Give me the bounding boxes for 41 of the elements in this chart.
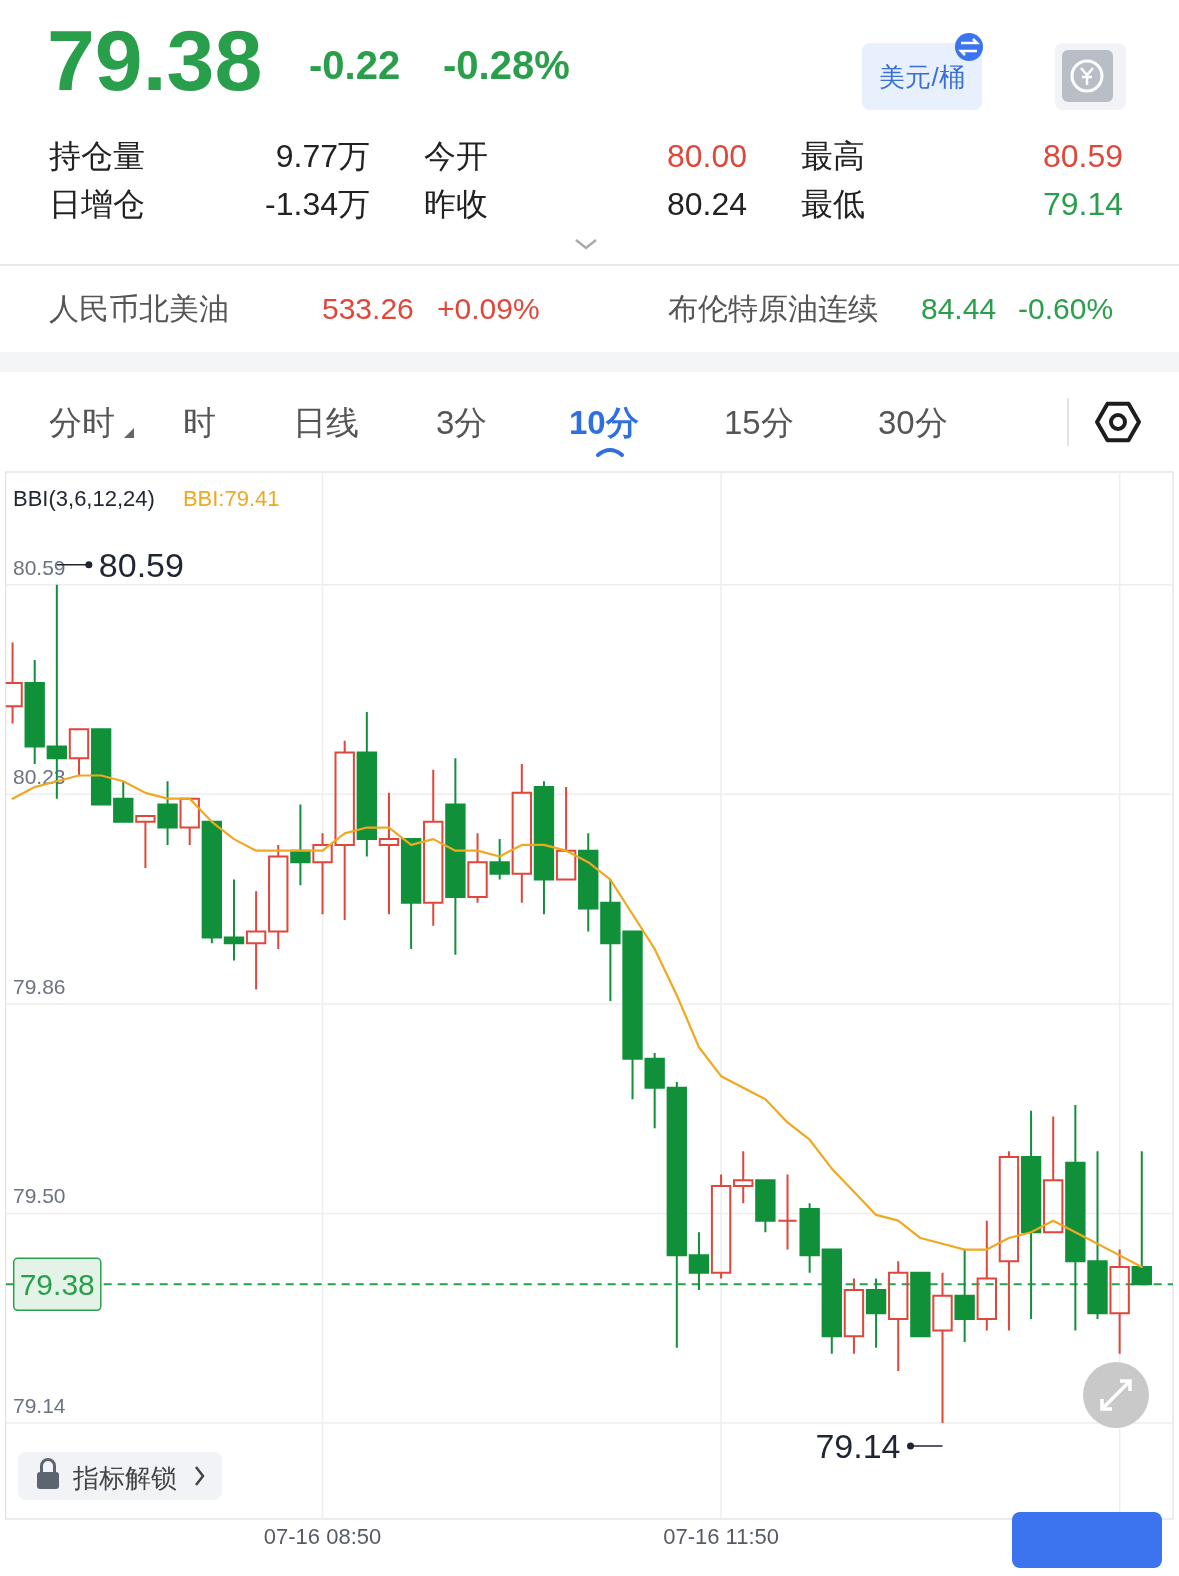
text: 533.26 [322,292,414,325]
text: 15分 [724,404,794,441]
annotation: 79.14 [815,1427,901,1466]
text: 人民币北美油 [49,292,229,325]
ref-line-label: 79.38 [19,1268,95,1302]
text: 80.00 [666,138,747,174]
text: +0.09% [437,292,540,325]
annotation: 80.59 [98,545,184,584]
text: -1.34万 [265,186,370,222]
text: BBI:79.41 [182,486,280,511]
text: 持仓量 [49,138,145,174]
text: 时 [183,404,216,441]
legend-title: BBI(3,6,12,24) [13,486,155,511]
text: 美元/桶 [879,62,965,92]
x-tick-label: 07-16 11:50 [663,1524,779,1549]
text: 昨收 [424,186,488,222]
text: -0.22 [309,43,401,87]
text: 日线 [293,404,359,441]
text: 80.24 [666,186,747,222]
text: 3分 [436,404,488,441]
text: 79.38 [47,12,263,108]
text: 最高 [801,138,865,174]
y-tick-label: 79.14 [13,1394,66,1418]
text: -0.60% [1018,292,1114,325]
text: -0.28% [443,43,570,87]
y-tick-label: 80.59 [13,555,66,579]
text: 日增仓 [49,186,145,222]
text: 分时 [49,404,115,441]
text: 最低 [801,186,865,222]
y-tick-label: 79.50 [13,1184,66,1208]
x-tick-label: 07-16 08:50 [263,1524,382,1549]
text: 今开 [424,138,488,174]
annotation: 指标解锁 [72,1463,177,1493]
text: 30分 [878,404,948,441]
text: 84.44 [921,292,997,325]
y-tick-label: 79.86 [13,974,66,998]
text: 布伦特原油连续 [668,292,878,325]
text: 9.77万 [275,138,370,174]
text: 79.14 [1042,186,1123,222]
text: 10分 [569,404,639,441]
text: 80.59 [1042,138,1123,174]
